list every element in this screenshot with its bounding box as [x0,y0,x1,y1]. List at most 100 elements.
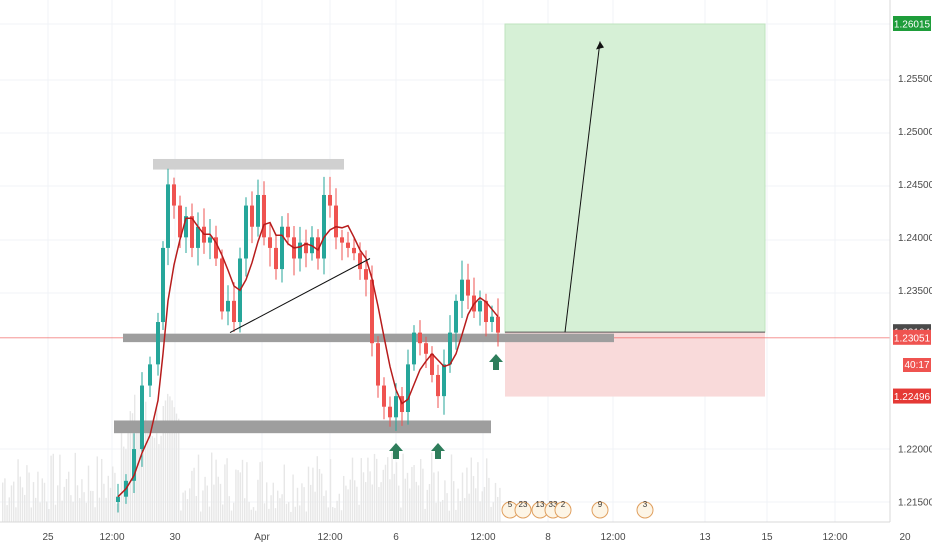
volume-bar [391,452,393,522]
candle-body [352,247,356,254]
volume-bar [17,459,19,522]
candle-body [190,216,194,248]
volume-bar [483,486,486,522]
volume-bar [318,468,321,522]
volume-bar [118,498,120,522]
candle-body [454,300,458,333]
candle-body [418,332,422,344]
volume-bar [244,498,246,522]
volume-bar [424,508,426,522]
volume-bar [413,465,415,522]
moving-average-line [117,217,499,498]
volume-bar [277,490,279,522]
volume-bar [182,492,184,522]
volume-bar [13,481,15,522]
event-label: 5 [508,500,513,509]
volume-bar [46,501,48,522]
zone-bottom-support [114,420,491,434]
volume-bar [376,458,378,522]
x-tick-label: 8 [545,532,551,543]
volume-bar [367,457,369,522]
candle-body [140,385,144,450]
candle-body [496,316,500,333]
x-tick-label: 6 [393,532,399,543]
candle-body [172,184,176,206]
profit-zone [504,23,766,333]
volume-bar [369,471,371,522]
candle-body [436,374,440,397]
volume-bar [202,490,204,522]
volume-bar [151,436,153,522]
candle-body [244,205,248,259]
volume-bar [10,485,13,522]
volume-bar [76,485,79,522]
volume-bar [422,468,424,522]
candle-body [328,194,332,206]
candle-body [376,343,380,386]
candle-body [484,300,488,323]
candle-body [322,194,326,259]
volume-bar [50,455,52,522]
candle-body [382,385,386,407]
y-tick-label: 1.24500 [898,180,932,191]
volume-bar [87,465,90,522]
volume-bar [28,472,30,522]
candle-body [196,226,200,248]
volume-bar [279,498,281,522]
volume-bar [479,501,481,522]
volume-bar [255,510,257,522]
volume-bar [222,504,224,522]
candle-body [394,396,398,418]
volume-bar [499,487,501,522]
volume-bar [343,475,345,522]
volume-bar [98,497,101,522]
volume-bar [285,503,288,522]
volume-bar [70,495,72,522]
volume-bar [252,507,255,522]
candle-body [316,237,320,259]
volume-bar [398,485,400,522]
volume-bar [382,469,384,522]
volume-bar [444,480,446,522]
event-marker [514,501,532,519]
price-tag-label: 1.23051 [894,333,931,344]
event-label: 13 [536,500,545,509]
volume-bar [373,453,376,522]
x-tick-label: 13 [699,532,711,543]
volume-bar [15,507,17,522]
volume-bar [26,465,28,522]
volume-bar [259,462,261,522]
volume-bar [92,490,94,522]
volume-bar [358,504,360,522]
price-tag [893,16,931,31]
volume-bar [127,427,129,522]
y-tick-label: 1.22000 [898,445,932,456]
volume-bar [468,493,470,522]
countdown-label: 40:17 [904,360,929,371]
candle-body [214,237,218,259]
candle-body [304,242,308,254]
volume-bar [378,487,380,522]
volume-bar [158,444,160,522]
volume-bar [420,459,422,522]
candle-body [280,226,284,270]
volume-bar [30,507,32,522]
volume-bar [296,487,299,522]
volume-bar [450,454,453,522]
volume-bar [94,507,96,522]
volume-bar [334,507,336,522]
volume-bar [312,467,314,522]
volume-bar [371,484,373,522]
volume-bar [32,482,35,522]
volume-bar [65,478,68,522]
event-label: 23 [519,500,528,509]
y-tick-label: 1.23500 [898,286,932,297]
candle-body [161,247,165,323]
volume-bar [340,510,343,522]
y-tick-label: 1.21500 [898,498,932,509]
candle-body [232,300,236,323]
volume-bar [310,484,312,522]
x-tick-label: 12:00 [600,532,625,543]
volume-bar [248,501,250,522]
